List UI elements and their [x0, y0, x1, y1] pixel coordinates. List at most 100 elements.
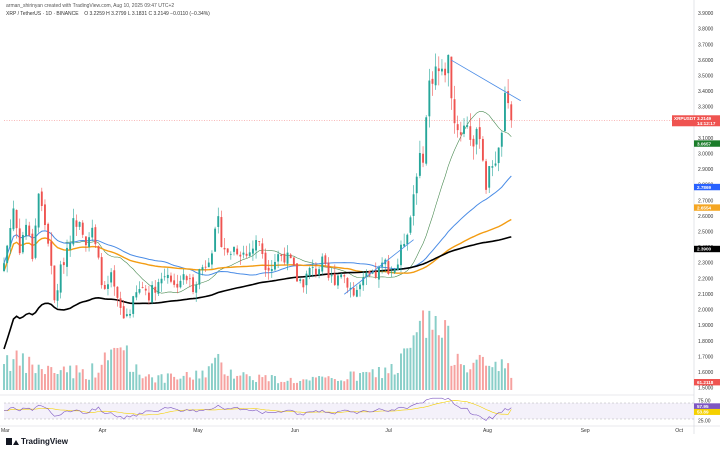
candle-body — [507, 91, 510, 104]
candle-body — [481, 138, 484, 161]
candle-body — [333, 273, 336, 285]
volume-bar — [277, 383, 280, 390]
volume-bar — [192, 379, 195, 390]
candle-body — [453, 99, 456, 124]
candle-body — [198, 269, 201, 285]
price-tick-label: 2.3000 — [698, 261, 714, 267]
volume-bar — [469, 369, 472, 390]
candle-body — [40, 191, 43, 206]
ma-value-badge — [694, 204, 720, 211]
volume-bar — [400, 353, 402, 390]
volume-bar — [355, 380, 358, 390]
candle-body — [157, 282, 160, 294]
candle-body — [349, 287, 352, 290]
volume-bar — [299, 380, 302, 390]
ma-value-badge — [694, 183, 720, 191]
price-tick-label: 3.6000 — [698, 58, 714, 64]
candle-body — [362, 277, 365, 286]
volume-bar — [141, 378, 144, 390]
rsi-badge — [694, 408, 720, 415]
candle-body — [81, 222, 84, 235]
candle-body — [441, 68, 443, 72]
price-tick-label: 3.7000 — [698, 42, 714, 48]
candle-body — [103, 284, 106, 289]
candle-body — [47, 223, 50, 244]
symbol-line[interactable]: XRP / TetherUS · 1D · BINANCE — [6, 11, 79, 17]
volume-bar — [374, 377, 377, 390]
volume-bar — [66, 372, 68, 390]
volume-bar — [100, 364, 103, 390]
time-axis-label: Jun — [291, 428, 299, 434]
volume-bar — [151, 377, 154, 390]
candle-body — [478, 127, 481, 140]
candle-body — [113, 270, 116, 287]
volume-bar — [336, 380, 339, 390]
volume-bar — [160, 374, 163, 390]
candle-body — [318, 269, 321, 276]
candle-body — [188, 278, 191, 280]
candle-body — [346, 278, 349, 288]
candle-body — [314, 268, 317, 275]
volume-bar — [255, 381, 258, 390]
trendline[interactable] — [451, 59, 521, 102]
volume-bar — [138, 374, 141, 390]
volume-bar — [69, 365, 72, 390]
volume-bar — [346, 379, 349, 390]
candle-body — [173, 280, 176, 285]
volume-bar — [62, 366, 65, 390]
volume-bar — [494, 361, 497, 390]
volume-bar — [368, 372, 371, 390]
volume-bar — [176, 379, 179, 390]
volume-bar — [283, 382, 286, 390]
candle-body — [431, 78, 434, 84]
volume-bar — [97, 372, 100, 390]
candle-body — [280, 254, 283, 257]
price-tick-label: 3.0000 — [698, 152, 714, 158]
volume-bar — [478, 354, 481, 390]
candle-body — [400, 244, 402, 266]
volume-bar — [396, 373, 399, 390]
candle-body — [12, 208, 15, 230]
candle-body — [390, 271, 393, 273]
volume-bar — [84, 379, 87, 390]
candle-body — [223, 247, 226, 250]
candle-body — [245, 253, 248, 256]
candle-body — [355, 289, 358, 297]
candle-body — [409, 217, 412, 233]
volume-bar — [106, 360, 109, 390]
candle-body — [97, 246, 100, 258]
candle-body — [15, 209, 18, 229]
trendline[interactable] — [344, 239, 414, 295]
volume-bar — [463, 365, 465, 390]
candle-body — [475, 128, 478, 145]
volume-bar — [170, 373, 172, 390]
volume-bar — [185, 371, 188, 390]
volume-bar — [43, 374, 46, 390]
candle-body — [147, 292, 150, 301]
price-tick-label: 3.5000 — [698, 73, 714, 79]
candle-body — [258, 241, 261, 242]
volume-bar — [119, 347, 122, 390]
time-axis-label: Sep — [581, 428, 590, 434]
last-price-countdown: 14:12:17 — [697, 121, 716, 126]
candle-body — [28, 225, 31, 236]
candle-body — [308, 267, 311, 276]
volume-bar — [296, 382, 298, 390]
rsi-tick-label: 25.00 — [698, 419, 711, 425]
volume-bar — [245, 374, 248, 390]
volume-bar — [415, 332, 418, 390]
volume-bar — [25, 372, 28, 390]
volume-bar — [9, 370, 12, 390]
volume-bar — [409, 347, 412, 390]
volume-bar — [289, 377, 292, 390]
last-price-badge — [672, 115, 720, 127]
tradingview-logo[interactable]: TradingView — [6, 437, 68, 446]
volume-bar — [78, 372, 81, 390]
candle-body — [466, 125, 469, 127]
candle-body — [144, 288, 147, 291]
candle-body — [393, 269, 396, 273]
volume-bar — [311, 376, 314, 390]
volume-bar — [53, 373, 56, 390]
volume-bar — [72, 378, 75, 390]
